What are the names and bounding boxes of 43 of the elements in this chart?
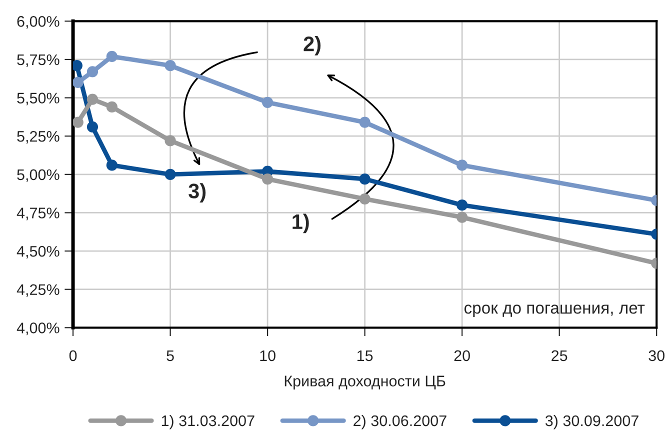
x-tick-label: 0	[69, 350, 77, 362]
annotation: 2)	[304, 36, 321, 56]
legend-label: 3) 30.09.2007	[545, 414, 638, 430]
point	[359, 193, 370, 204]
y-tick-label: 4,00%	[16, 322, 60, 336]
y-tick-label: 6,00%	[17, 16, 60, 29]
point	[359, 116, 370, 128]
x-axis-title: Кривая доходности ЦБ	[284, 376, 446, 390]
y-tick-label: 5,50%	[17, 92, 60, 106]
point	[164, 168, 176, 180]
annotation: срок до погашения, лет	[464, 304, 645, 318]
annotation: 3)	[188, 183, 206, 203]
point	[106, 101, 118, 113]
x-tick-label: 10	[260, 350, 276, 362]
point	[456, 160, 468, 171]
legend-label: 1) 31.03.2007	[162, 414, 254, 430]
point	[86, 121, 98, 132]
point	[164, 60, 176, 72]
point	[359, 173, 370, 185]
x-tick-label: 15	[357, 350, 373, 362]
annotation: 1)	[292, 214, 309, 234]
point	[86, 94, 98, 105]
point	[73, 76, 84, 88]
y-tick-label: 4,50%	[16, 246, 60, 259]
point	[106, 50, 118, 62]
y-tick-label: 5,25%	[17, 130, 60, 144]
point	[456, 212, 468, 223]
legend-label: 2) 30.06.2007	[354, 414, 446, 430]
point	[164, 135, 176, 146]
point	[86, 66, 98, 78]
y-tick-label: 5,75%	[17, 54, 60, 67]
point	[262, 173, 274, 185]
x-tick-label: 25	[552, 350, 568, 362]
x-tick-label: 30	[648, 350, 664, 362]
y-tick-label: 5,00%	[17, 169, 60, 182]
x-tick-label: 20	[454, 350, 470, 362]
point	[456, 200, 468, 211]
point	[106, 160, 118, 171]
y-tick-label: 4,75%	[16, 208, 60, 220]
y-tick-label: 4,25%	[16, 284, 60, 297]
point	[262, 96, 274, 108]
x-tick-label: 5	[166, 350, 174, 362]
point	[73, 116, 84, 128]
